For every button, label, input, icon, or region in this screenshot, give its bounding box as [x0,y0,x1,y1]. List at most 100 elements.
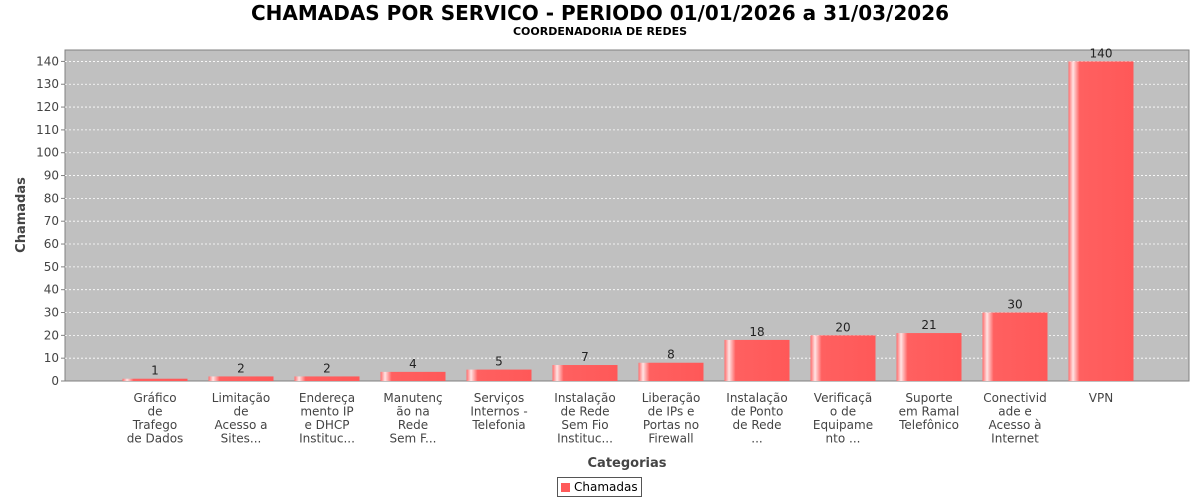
x-tick-label-line: Equipame [813,418,873,432]
bar [724,339,790,381]
data-labels: 1 2 2 4 5 7 8 18 20 21 30 140 [151,46,1112,377]
y-tick-label: 20 [44,328,59,342]
x-tick-label-line: Acesso à [989,418,1042,432]
x-tick-label-line: Instalação [554,391,615,405]
chart-title: CHAMADAS POR SERVICO - PERIODO 01/01/202… [250,1,950,25]
bar [380,371,446,381]
x-tick-label-line: Instalação [726,391,787,405]
bar [208,376,274,381]
data-label: 4 [409,357,417,371]
x-tick-label-line: Sites... [221,432,262,446]
bar [552,365,618,381]
x-tick-label-line: Conectivid [983,391,1046,405]
bar [1068,61,1134,382]
x-tick-label-line: ão na [396,405,429,419]
x-tick-label-line: Limitação [212,391,270,405]
x-tick-label-line: em Ramal [899,405,960,419]
y-tick-label: 40 [44,283,59,297]
x-tick-label: Conectivid ade e Acesso à Internet [983,391,1046,446]
x-tick-label-line: ade e [998,405,1032,419]
y-tick-label: 80 [44,191,59,205]
data-label: 21 [921,318,936,332]
legend: Chamadas [557,477,642,497]
x-tick-label: Gráfico de Trafego de Dados [127,391,184,446]
x-tick-label-line: o de [830,405,856,419]
x-tick-label: VPN [1089,391,1113,405]
x-tick-label-line: Acesso a [215,418,268,432]
y-tick-label: 70 [44,214,59,228]
bar [896,333,962,381]
data-label: 30 [1007,298,1022,312]
y-tick-label: 90 [44,169,59,183]
bar [122,378,188,381]
data-label: 20 [835,320,850,334]
x-tick-label-line: Liberação [642,391,701,405]
bar [638,362,704,381]
x-tick-label: Verificaçã o de Equipame nto ... [813,391,873,446]
data-label: 2 [237,361,245,375]
data-label: 2 [323,361,331,375]
bar [294,376,360,381]
x-tick-label-line: Endereça [299,391,355,405]
x-tick-label: Endereça mento IP e DHCP Instituc... [299,391,355,446]
data-label: 5 [495,355,503,369]
x-tick-label-line: Gráfico [133,391,176,405]
x-tick-label-line: Instituc... [299,432,355,446]
x-tick-label-line: e DHCP [304,418,349,432]
data-label: 140 [1090,46,1113,60]
x-tick-label: Serviços Internos -Telefonia [470,391,527,432]
x-tick-label: Limitação de Acesso a Sites... [212,391,270,446]
x-tick-label-line: de Rede [733,418,782,432]
x-tick-label-line: ... [751,432,762,446]
x-tick-label-line: VPN [1089,391,1113,405]
x-tick-label: Instalação de Rede Sem Fio Instituc... [554,391,615,446]
x-tick-label: Suporte em Ramal Telefônico [898,391,959,432]
x-tick-label: Instalação de Ponto de Rede... [726,391,787,446]
x-tick-label-line: Verificaçã [814,391,872,405]
x-tick-label-line: de Ponto [731,405,784,419]
y-axis-label: Chamadas [14,177,29,253]
x-axis-label: Categorias [588,456,667,471]
chart-subtitle: COORDENADORIA DE REDES [512,25,688,38]
data-label: 1 [151,364,159,378]
y-axis: 0 10 20 30 40 50 60 70 80 90 100 110 120 130 140 [36,54,65,388]
x-tick-label-line: Rede [398,418,428,432]
x-tick-label-line: de [234,405,249,419]
y-tick-label: 140 [36,54,59,68]
x-tick-label-line: Suporte [905,391,952,405]
data-label: 8 [667,348,675,362]
y-tick-label: 110 [36,123,59,137]
x-tick-label-line: Sem Fio [561,418,608,432]
x-tick-label-line: de IPs e [648,405,695,419]
x-tick-label-line: de Dados [127,432,184,446]
y-tick-label: 30 [44,306,59,320]
x-tick-label-line: Manutenç [383,391,442,405]
x-tick-label-line: de [148,405,163,419]
x-tick-label-line: Internet [991,432,1039,446]
y-tick-label: 10 [44,351,59,365]
x-tick-label-line: mento IP [300,405,353,419]
bar [466,369,532,381]
y-tick-label: 100 [36,146,59,160]
x-tick-label-line: Firewall [648,432,693,446]
y-tick-label: 0 [51,374,59,388]
x-tick-label-line: Internos - [470,405,527,419]
x-tick-label: Liberação de IPs e Portas no Firewall [642,391,701,446]
x-tick-label-line: nto ... [826,432,861,446]
legend-swatch [561,482,570,492]
x-tick-label-line: Serviços [474,391,525,405]
bars [122,61,1134,382]
bar [810,335,876,381]
x-tick-label-line: Instituc... [557,432,613,446]
x-tick-label-line: de Rede [561,405,610,419]
data-label: 7 [581,350,589,364]
y-tick-label: 50 [44,260,59,274]
x-tick-label-line: Telefônico [898,418,959,432]
bar [982,312,1048,381]
y-tick-label: 60 [44,237,59,251]
y-tick-label: 130 [36,77,59,91]
x-tick-label-line: Telefonia [471,418,525,432]
legend-label: Chamadas [574,480,638,494]
